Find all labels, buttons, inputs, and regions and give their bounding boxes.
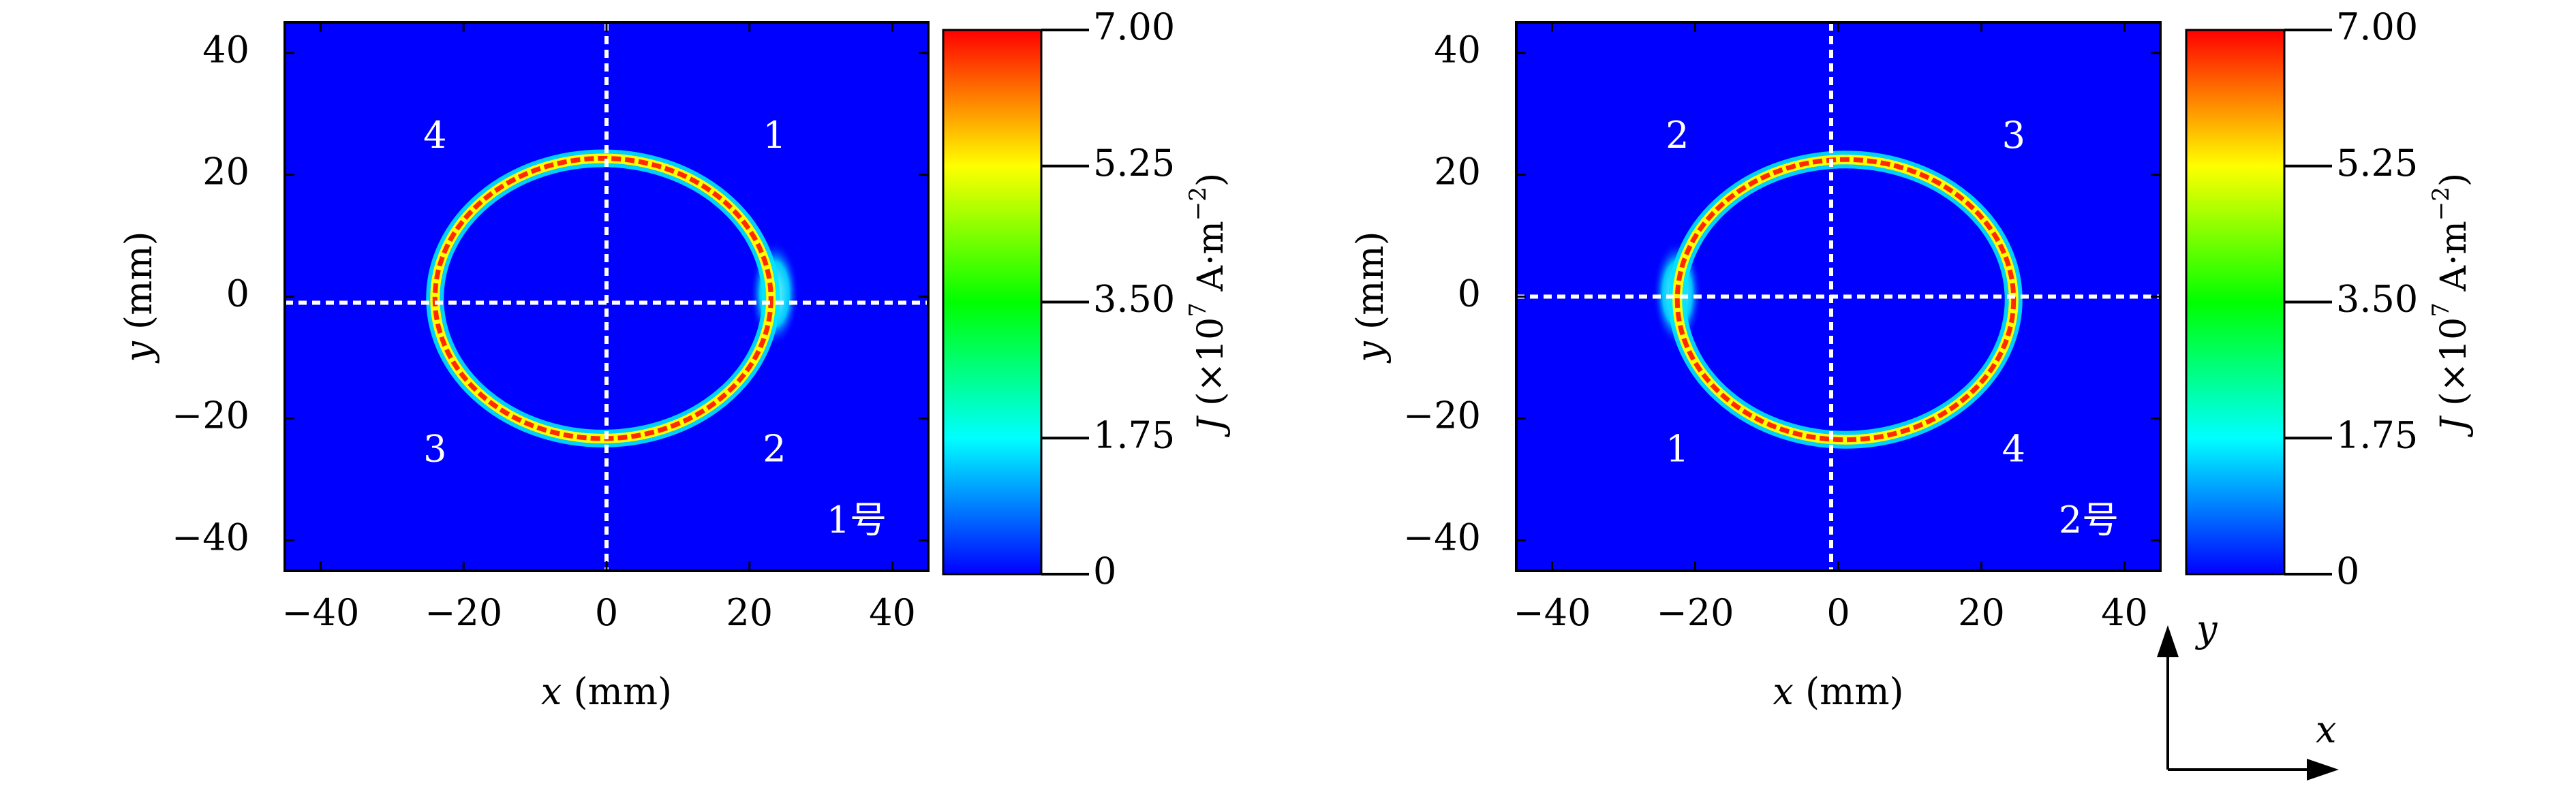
colorbar-1: 0 1.75 3.50 5.25 7.00 J (×107 A·m−2): [942, 5, 1231, 593]
colorbar-title-space: [2434, 406, 2474, 417]
y-tick-label: 40: [1434, 29, 1481, 72]
x-tick-label: 40: [2101, 591, 2148, 634]
x-axis-var: x: [541, 670, 562, 713]
y-axis-title: y (mm): [1349, 231, 1392, 363]
x-tick-label: 20: [726, 591, 773, 634]
colorbar-title-text-a: (×10: [2434, 317, 2474, 406]
colorbar-tick-label: 3.50: [1093, 278, 1175, 321]
y-tick-label: −40: [172, 516, 249, 558]
x-axis-unit: (mm): [574, 670, 673, 713]
quadrant-label: 3: [423, 428, 446, 471]
colorbar-title-var: J: [2434, 415, 2474, 437]
quadrant-label: 1: [1666, 428, 1689, 471]
quadrant-label: 3: [2002, 114, 2025, 157]
colorbar-title-sup-1: 7: [2427, 302, 2455, 317]
colorbar-tick-label: 7.00: [2336, 5, 2418, 48]
colorbar-tick-label: 7.00: [1093, 5, 1175, 48]
x-axis-var: x: [1773, 670, 1793, 713]
x-axis-space: [1794, 670, 1805, 713]
colorbar-title-text-c: ): [2434, 173, 2474, 187]
quadrant-label: 4: [2002, 428, 2025, 471]
colorbar-title: J (×107 A·m−2): [1184, 173, 1231, 437]
colorbar-tick-label: 0: [1093, 550, 1116, 593]
y-tick-label: 20: [202, 151, 249, 193]
ring-peak: [432, 155, 773, 441]
y-tick-label: 0: [1458, 272, 1481, 315]
panel-label: 2号: [2059, 499, 2119, 541]
ring-peak: [1674, 157, 2017, 443]
x-tick-label: −40: [1514, 591, 1591, 634]
x-tick-label: 0: [1826, 591, 1850, 634]
colorbar-2: 0 1.75 3.50 5.25 7.00 J (×107 A·m−2): [2185, 5, 2474, 593]
x-tick-label: −20: [425, 591, 502, 634]
y-tick-label: 40: [202, 29, 249, 72]
y-tick-label: −20: [1403, 394, 1481, 437]
x-tick-label: 0: [595, 591, 618, 634]
colorbar-title-space: [1191, 406, 1231, 417]
colorbar-title-text-c: ): [1191, 173, 1231, 187]
x-tick-label: −20: [1657, 591, 1734, 634]
coord-y-arrowhead: [2157, 625, 2179, 657]
colorbar-tick-label: 0: [2336, 550, 2359, 593]
coord-y-label: y: [2195, 608, 2218, 650]
coordinate-axes-indicator: yx: [2157, 608, 2339, 781]
quadrant-label: 2: [763, 428, 786, 471]
x-axis-title: x (mm): [541, 670, 672, 713]
y-tick-label: −20: [172, 394, 249, 437]
quadrant-label: 1: [763, 114, 786, 157]
x-axis-space: [562, 670, 573, 713]
y-tick-label: −40: [1403, 516, 1481, 558]
y-axis-title: y (mm): [117, 231, 160, 363]
y-axis-unit: (mm): [117, 231, 160, 330]
colorbar-title-text-b: A·m: [1191, 221, 1231, 302]
y-axis-unit: (mm): [1349, 231, 1392, 330]
quadrant-label: 4: [423, 114, 446, 157]
x-axis-title: x (mm): [1773, 670, 1903, 713]
x-tick-label: 40: [869, 591, 916, 634]
y-tick-label: 0: [226, 272, 249, 315]
colorbar-title-sup-2: −2: [1184, 187, 1212, 221]
coord-x-label: x: [2316, 708, 2336, 751]
y-axis-space: [117, 330, 160, 341]
colorbar-tick-label: 5.25: [1093, 142, 1175, 185]
colorbar-title-text-b: A·m: [2434, 221, 2474, 302]
y-axis-var: y: [117, 341, 160, 364]
colorbar-tick-label: 1.75: [2336, 413, 2418, 456]
panel-label: 1号: [827, 499, 887, 541]
x-tick-label: −40: [281, 591, 359, 634]
y-axis-var: y: [1349, 341, 1392, 364]
colorbar-title-text-a: (×10: [1191, 317, 1231, 406]
x-axis-unit: (mm): [1805, 670, 1904, 713]
coord-x-arrowhead: [2307, 759, 2339, 781]
quadrant-label: 2: [1666, 114, 1689, 157]
colorbar-title-var: J: [1191, 415, 1231, 437]
y-tick-label: 20: [1434, 151, 1481, 193]
colorbar-title: J (×107 A·m−2): [2427, 173, 2474, 437]
colorbar-title-sup-1: 7: [1184, 302, 1212, 317]
colorbar-bar: [2185, 29, 2286, 576]
colorbar-tick-label: 3.50: [2336, 278, 2418, 321]
colorbar-title-sup-2: −2: [2427, 187, 2455, 221]
x-tick-label: 20: [1958, 591, 2005, 634]
colorbar-tick-label: 1.75: [1093, 413, 1175, 456]
y-axis-space: [1349, 330, 1392, 341]
colorbar-tick-label: 5.25: [2336, 142, 2418, 185]
colorbar-bar: [942, 29, 1043, 576]
